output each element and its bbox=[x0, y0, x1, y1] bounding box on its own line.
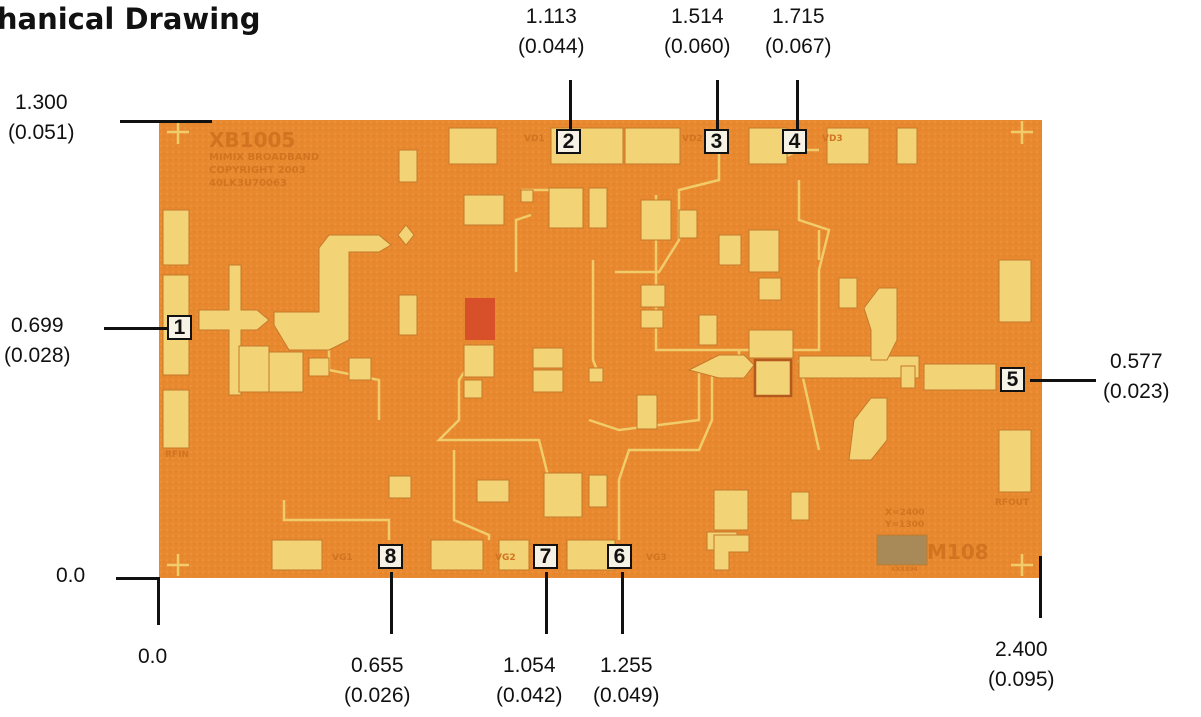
die-mark: M108 bbox=[927, 540, 989, 564]
leader-top-pad3 bbox=[716, 80, 719, 130]
leader-bottom-pad6 bbox=[621, 572, 624, 634]
die-coord-x: X=2400 bbox=[885, 508, 925, 518]
leader-left-origin bbox=[116, 577, 160, 580]
pad-label-3: 3 bbox=[704, 129, 729, 154]
dim-value-in: (0.049) bbox=[593, 684, 660, 707]
page-title: echanical Drawing bbox=[0, 2, 261, 36]
die-copyright: COPYRIGHT 2003 bbox=[209, 165, 306, 176]
dim-value-in: (0.028) bbox=[4, 344, 71, 367]
die-vendor: MIMIX BROADBAND bbox=[209, 152, 320, 163]
pad-label-8: 8 bbox=[378, 544, 403, 569]
dim-value-in: (0.095) bbox=[988, 668, 1055, 691]
dim-value-in: (0.026) bbox=[344, 684, 411, 707]
dim-value-mm: 1.514 bbox=[670, 5, 724, 28]
die-layout bbox=[159, 120, 1042, 578]
dim-value-in: (0.023) bbox=[1103, 380, 1170, 403]
dim-value-in: (0.044) bbox=[518, 35, 585, 58]
pad-label-2: 2 bbox=[556, 129, 581, 154]
pad-label-7: 7 bbox=[533, 544, 558, 569]
dim-value-mm: 0.0 bbox=[56, 564, 86, 587]
dim-right-pad5: 0.577 (0.023) bbox=[1103, 347, 1170, 407]
dim-value-in: (0.060) bbox=[664, 35, 731, 58]
resistor bbox=[465, 298, 495, 340]
dim-value-mm: 1.255 bbox=[599, 654, 653, 677]
leader-bottom-pad7 bbox=[545, 572, 548, 634]
dim-value-mm: 1.300 bbox=[14, 91, 68, 114]
dim-top-pad3: 1.514 (0.060) bbox=[664, 2, 731, 62]
dim-bottom-pad6: 1.255 (0.049) bbox=[593, 651, 660, 711]
dim-left-pad1: 0.699 (0.028) bbox=[4, 311, 71, 371]
die-vg3-label: VG3 bbox=[646, 553, 667, 563]
die-part-number: XB1005 bbox=[209, 128, 296, 152]
pad-label-6: 6 bbox=[607, 544, 632, 569]
die-coord-y: Y=1300 bbox=[885, 520, 925, 530]
leader-left-top bbox=[120, 120, 212, 123]
pad-label-4: 4 bbox=[782, 129, 807, 154]
die-vd2-label: VD2 bbox=[682, 134, 703, 144]
dim-value-mm: 1.054 bbox=[502, 654, 556, 677]
dim-left-top: 1.300 (0.051) bbox=[8, 88, 75, 148]
die-lot: 40LK3U70063 bbox=[209, 178, 287, 189]
die-vg1-label: VG1 bbox=[332, 553, 353, 563]
die-vd1-label: VD1 bbox=[524, 134, 545, 144]
dim-value-mm: 0.0 bbox=[138, 645, 168, 668]
pad-label-5: 5 bbox=[1000, 367, 1025, 392]
dim-bottom-origin: 0.0 bbox=[138, 642, 167, 672]
die-rfout-label: RFOUT bbox=[995, 498, 1030, 508]
dim-left-origin: 0.0 bbox=[56, 561, 85, 591]
die-small-code: XXXX94 bbox=[891, 566, 918, 573]
dim-top-pad2: 1.113 (0.044) bbox=[518, 2, 585, 62]
dim-value-mm: 2.400 bbox=[994, 638, 1048, 661]
dim-value-mm: 0.577 bbox=[1109, 350, 1163, 373]
leader-right-pad5 bbox=[1030, 379, 1096, 382]
leader-bottom-right bbox=[1039, 556, 1042, 618]
dim-value-mm: 1.113 bbox=[525, 5, 577, 28]
leader-left-pad1 bbox=[104, 327, 168, 330]
leader-top-pad4 bbox=[796, 80, 799, 130]
die-vd3-label: VD3 bbox=[822, 134, 843, 144]
dim-bottom-pad8: 0.655 (0.026) bbox=[344, 651, 411, 711]
leader-bottom-origin bbox=[157, 577, 160, 625]
dim-bottom-pad7: 1.054 (0.042) bbox=[496, 651, 563, 711]
pad-label-1: 1 bbox=[167, 315, 192, 340]
dim-value-in: (0.042) bbox=[496, 684, 563, 707]
dim-value-mm: 0.655 bbox=[350, 654, 404, 677]
die-vg2-label: VG2 bbox=[495, 553, 516, 563]
leader-bottom-pad8 bbox=[390, 572, 393, 634]
dim-top-pad4: 1.715 (0.067) bbox=[765, 2, 832, 62]
dim-value-mm: 0.699 bbox=[10, 314, 64, 337]
dim-value-in: (0.051) bbox=[8, 121, 75, 144]
die-photo: XB1005 MIMIX BROADBAND COPYRIGHT 2003 40… bbox=[159, 120, 1042, 578]
die-rfin-label: RFIN bbox=[165, 450, 189, 460]
leader-top-pad2 bbox=[569, 80, 572, 130]
dim-value-mm: 1.715 bbox=[771, 5, 825, 28]
dim-value-in: (0.067) bbox=[765, 35, 832, 58]
dim-bottom-right: 2.400 (0.095) bbox=[988, 635, 1055, 695]
